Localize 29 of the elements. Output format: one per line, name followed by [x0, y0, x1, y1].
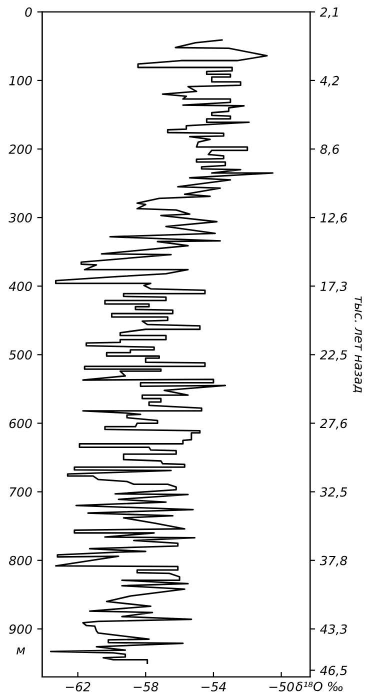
y-tick-label: 800	[9, 556, 32, 566]
text: 2,1	[320, 7, 338, 18]
line-series	[50, 39, 274, 664]
text: 12,6	[320, 213, 348, 224]
y2-axis-title: тыс. лет назад	[353, 296, 362, 393]
text: 43,3	[320, 624, 347, 636]
text: 22,5	[320, 350, 347, 361]
y-tick-label: 500	[8, 350, 32, 360]
x-tick-label: −50	[269, 682, 294, 692]
x-tick-label: −58	[134, 682, 158, 692]
x-tick-label: −62	[66, 682, 90, 692]
y-tick-label: 900	[9, 624, 32, 634]
y-tick-label: 0	[25, 7, 32, 17]
y-tick-label: 700	[10, 487, 32, 497]
y-tick-label: 100	[9, 76, 32, 86]
text: 4,2	[320, 76, 339, 87]
y-tick-label: 600	[9, 418, 32, 428]
text: 32,5	[320, 487, 347, 498]
text: 37,8	[320, 556, 348, 567]
text: 17,3	[320, 282, 347, 292]
y-tick-label: 300	[8, 213, 32, 222]
y-tick-label: 400	[8, 282, 32, 292]
x-axis-title: δ¹⁸O ‰	[296, 682, 343, 692]
text: 46,5	[320, 666, 347, 676]
y-axis-title: м	[16, 648, 26, 654]
text: 27,6	[320, 418, 348, 430]
y-tick-label: 200	[8, 144, 32, 154]
text: 8,6	[320, 144, 340, 156]
x-tick-label: −54	[202, 682, 226, 692]
